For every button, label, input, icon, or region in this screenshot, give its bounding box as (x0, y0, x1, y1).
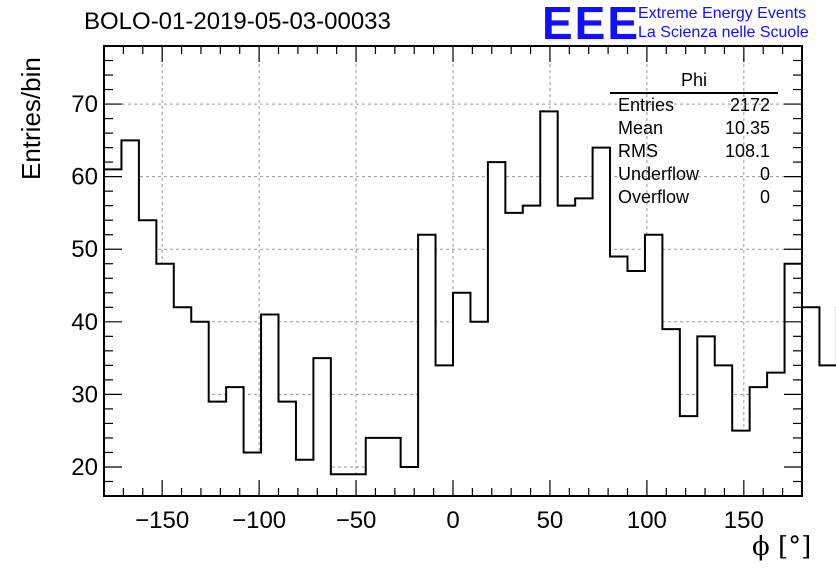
stats-value: 0 (759, 187, 770, 207)
org-name: Extreme Energy Events La Scienza nelle S… (638, 4, 809, 42)
histogram-bin (226, 387, 244, 496)
histogram-bin (470, 321, 488, 496)
stats-value: 2172 (729, 95, 770, 115)
histogram-bin (208, 401, 227, 496)
histogram-bin (104, 169, 122, 497)
histogram-bin (610, 256, 628, 496)
histogram-bin (278, 401, 296, 496)
stats-value: 0 (759, 164, 770, 184)
histogram-bin (173, 307, 192, 496)
stats-label: Mean (618, 118, 664, 138)
histogram-bin (697, 336, 715, 496)
histogram-series (104, 110, 836, 497)
histogram-bin (453, 292, 471, 496)
histogram-bin (575, 198, 593, 496)
histogram-bin (191, 321, 209, 496)
stats-row: Underflow 0 (610, 163, 778, 186)
histogram-bin (138, 220, 157, 496)
x-tick-label: 0 (446, 507, 459, 534)
stats-value: 10.35 (724, 118, 770, 138)
y-tick-label: 70 (71, 91, 98, 118)
stats-row: Overflow 0 (610, 186, 778, 209)
histogram-outline (104, 110, 836, 476)
stats-value: 108.1 (724, 141, 770, 161)
y-tick-label: 60 (71, 164, 98, 191)
histogram-bin (365, 437, 384, 496)
histogram-bin (487, 162, 506, 496)
histogram-bin (418, 234, 436, 497)
x-tick-label: −50 (336, 507, 377, 534)
org-line-2: La Scienza nelle Scuole (638, 24, 809, 41)
x-tick-label: 50 (537, 507, 564, 534)
histogram-bin (121, 140, 139, 496)
histogram-bin (313, 358, 331, 496)
histogram-bin (330, 474, 349, 496)
stats-row: Entries 2172 (610, 94, 778, 117)
x-tick-label: 150 (724, 507, 764, 534)
chart-title: BOLO-01-2019-05-03-00033 (84, 8, 391, 35)
histogram-bin (383, 437, 401, 496)
stats-label: Overflow (618, 187, 690, 207)
x-tick-labels: −150 −100 −50 0 50 100 150 (135, 507, 764, 534)
y-axis-label: Entries/bin (16, 57, 46, 180)
histogram-bin (435, 365, 453, 496)
axis-ticks (103, 45, 803, 496)
stats-row: RMS 108.1 (610, 140, 778, 163)
histogram-bin (679, 416, 698, 496)
x-tick-label: −100 (232, 507, 286, 534)
stats-rows: Entries 2172 Mean 10.35 RMS 108.1 Underflow 0 Ov… (610, 94, 778, 209)
eee-logo: EEE (542, 0, 641, 49)
org-line-1: Extreme Energy Events (638, 5, 807, 22)
y-tick-labels: 20 30 40 50 60 70 (71, 91, 98, 481)
histogram-bin (644, 234, 663, 497)
y-tick-label: 40 (71, 309, 98, 336)
stats-row: Mean 10.35 (610, 117, 778, 140)
x-tick-label: −150 (135, 507, 189, 534)
y-tick-label: 30 (71, 381, 98, 408)
histogram-bin (261, 314, 279, 496)
stats-title: Phi (610, 70, 778, 94)
histogram-bin (662, 329, 680, 496)
histogram-bin (767, 372, 785, 496)
histogram-bin (592, 147, 611, 496)
histogram-bin (522, 205, 541, 496)
histogram-bin (243, 452, 262, 496)
stats-label: RMS (618, 141, 658, 161)
histogram-bin (348, 474, 366, 496)
stats-label: Entries (618, 95, 675, 115)
histogram-bin (802, 307, 820, 496)
x-tick-label: 100 (627, 507, 667, 534)
histogram-bin (627, 271, 645, 496)
histogram-bin (505, 212, 523, 496)
histogram-bin (819, 365, 836, 496)
histogram-bin (540, 111, 558, 497)
stats-box: Phi Entries 2172 Mean 10.35 RMS 108.1 Underflo… (610, 70, 778, 209)
stats-label: Underflow (618, 164, 700, 184)
histogram-bin (400, 466, 419, 496)
y-tick-label: 50 (71, 236, 98, 263)
histogram-bin (557, 205, 576, 496)
histogram-bin (295, 459, 314, 496)
x-axis-label: ϕ [°] (752, 532, 812, 562)
histogram-bin (732, 430, 750, 496)
y-tick-label: 20 (71, 454, 98, 481)
histogram-bin (714, 365, 733, 496)
histogram-bin (749, 387, 768, 496)
histogram-bin (156, 263, 174, 496)
